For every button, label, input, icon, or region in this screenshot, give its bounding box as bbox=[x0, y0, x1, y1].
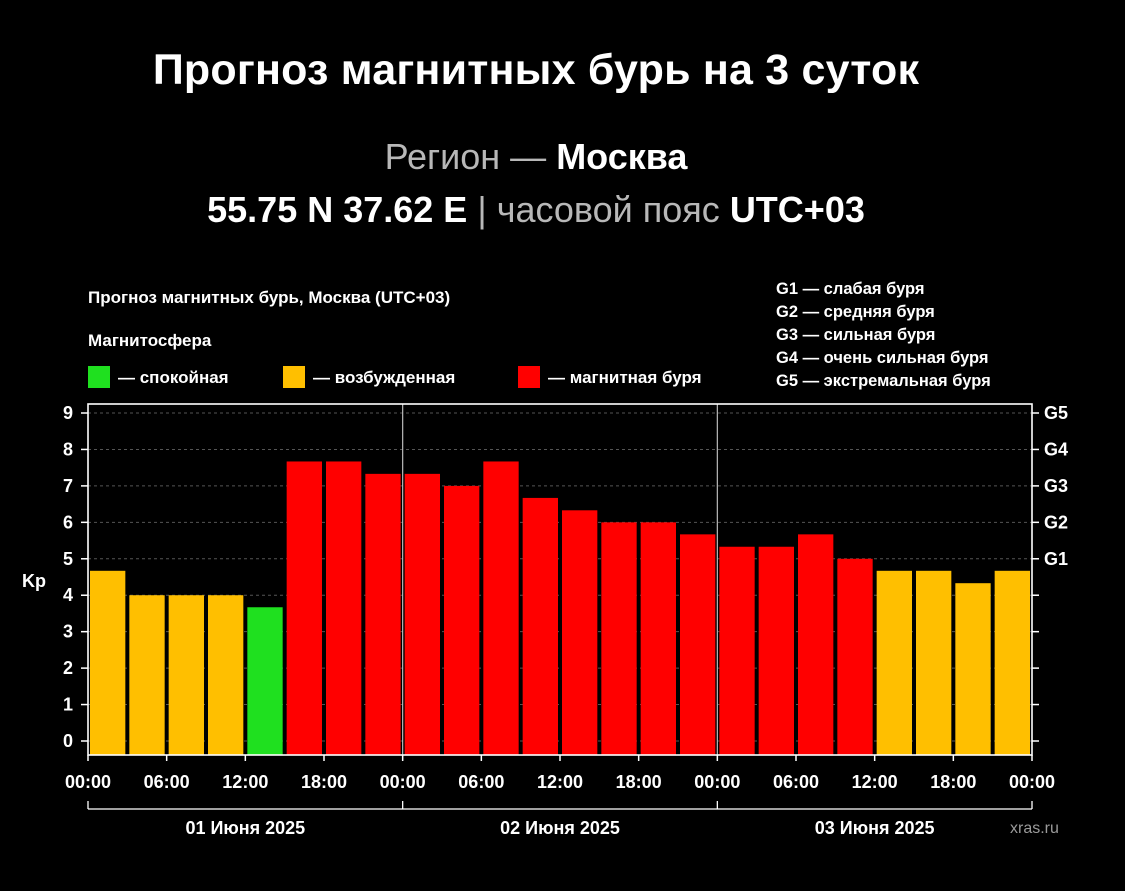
kp-bar bbox=[444, 485, 480, 755]
g-scale-g1: G1 — слабая буря bbox=[776, 280, 925, 298]
g-level-label: G2 bbox=[1044, 512, 1068, 532]
y-tick-label: 6 bbox=[63, 512, 73, 532]
kp-bar bbox=[955, 583, 991, 755]
g-scale-g5: G5 — экстремальная буря bbox=[776, 372, 991, 390]
chart-title: Прогноз магнитных бурь, Москва (UTC+03) bbox=[88, 288, 450, 307]
legend-label-calm: — спокойная bbox=[118, 368, 229, 387]
region-value: Москва bbox=[556, 136, 688, 177]
kp-bar bbox=[758, 546, 794, 755]
g-scale-g3: G3 — сильная буря bbox=[776, 326, 935, 344]
legend-swatch-storm bbox=[518, 366, 540, 388]
kp-bar bbox=[719, 546, 755, 755]
kp-bar bbox=[837, 558, 873, 755]
kp-bar bbox=[286, 461, 322, 755]
kp-bar bbox=[601, 522, 637, 755]
separator: | bbox=[477, 189, 487, 230]
x-tick-label: 12:00 bbox=[852, 772, 898, 792]
x-tick-label: 06:00 bbox=[144, 772, 190, 792]
timezone-value: UTC+03 bbox=[729, 189, 865, 230]
x-tick-label: 18:00 bbox=[616, 772, 662, 792]
kp-bar bbox=[640, 522, 676, 755]
y-tick-label: 1 bbox=[63, 695, 73, 715]
x-tick-label: 00:00 bbox=[1009, 772, 1055, 792]
timezone-label: часовой пояс bbox=[496, 189, 720, 230]
g-level-label: G5 bbox=[1044, 403, 1068, 423]
legend-title: Магнитосфера bbox=[88, 331, 212, 350]
day-label: 02 Июня 2025 bbox=[500, 818, 620, 838]
x-tick-label: 00:00 bbox=[380, 772, 426, 792]
kp-bar bbox=[994, 570, 1030, 755]
kp-bar bbox=[208, 595, 244, 755]
x-tick-label: 06:00 bbox=[773, 772, 819, 792]
kp-bar bbox=[365, 473, 401, 755]
x-tick-label: 12:00 bbox=[537, 772, 583, 792]
watermark: xras.ru bbox=[1010, 820, 1059, 837]
g-scale-g2: G2 — средняя буря bbox=[776, 303, 935, 321]
x-tick-label: 12:00 bbox=[222, 772, 268, 792]
legend-swatch-calm bbox=[88, 366, 110, 388]
y-tick-label: 0 bbox=[63, 731, 73, 751]
y-tick-label: 3 bbox=[63, 622, 73, 642]
g-level-label: G3 bbox=[1044, 476, 1068, 496]
region-line: Регион — Москва bbox=[0, 136, 1072, 178]
page-title: Прогноз магнитных бурь на 3 суток bbox=[152, 46, 920, 94]
coords-line: 55.75 N 37.62 E | часовой пояс UTC+03 bbox=[0, 189, 1072, 231]
y-axis-label: Kp bbox=[22, 571, 46, 591]
kp-bar bbox=[680, 534, 716, 755]
plot-area: 0 1 2 3 4 5 6 7 8 9 Kp G1 G2 G3 G4 G5 00:00 06:00 12:00 18:… bbox=[22, 403, 1068, 838]
y-tick-label: 8 bbox=[63, 439, 73, 459]
coordinates: 55.75 N 37.62 E bbox=[207, 189, 468, 230]
x-tick-label: 18:00 bbox=[301, 772, 347, 792]
day-label: 01 Июня 2025 bbox=[185, 818, 305, 838]
legend-label-excited: — возбужденная bbox=[313, 368, 455, 387]
legend-label-storm: — магнитная буря bbox=[548, 368, 702, 387]
region-label: Регион — bbox=[384, 136, 547, 177]
x-tick-label: 00:00 bbox=[65, 772, 111, 792]
day-label: 03 Июня 2025 bbox=[815, 818, 935, 838]
legend-swatch-excited bbox=[283, 366, 305, 388]
kp-bar bbox=[562, 510, 598, 755]
kp-bar bbox=[522, 497, 558, 755]
y-tick-label: 4 bbox=[63, 585, 73, 605]
kp-bar bbox=[168, 595, 204, 755]
y-tick-label: 2 bbox=[63, 658, 73, 678]
y-tick-label: 7 bbox=[63, 476, 73, 496]
kp-bar bbox=[876, 570, 912, 755]
kp-bar bbox=[326, 461, 362, 755]
kp-bar bbox=[247, 607, 283, 755]
kp-bar bbox=[129, 595, 165, 755]
y-tick-label: 9 bbox=[63, 403, 73, 423]
y-tick-label: 5 bbox=[63, 549, 73, 569]
kp-bar bbox=[90, 570, 126, 755]
x-tick-label: 18:00 bbox=[930, 772, 976, 792]
g-level-label: G1 bbox=[1044, 549, 1068, 569]
kp-bar bbox=[483, 461, 519, 755]
kp-bar bbox=[916, 570, 952, 755]
x-tick-label: 06:00 bbox=[458, 772, 504, 792]
kp-bar bbox=[798, 534, 834, 755]
x-tick-label: 00:00 bbox=[694, 772, 740, 792]
kp-bar bbox=[404, 473, 440, 755]
g-level-label: G4 bbox=[1044, 439, 1068, 459]
g-scale-g4: G4 — очень сильная буря bbox=[776, 349, 989, 367]
